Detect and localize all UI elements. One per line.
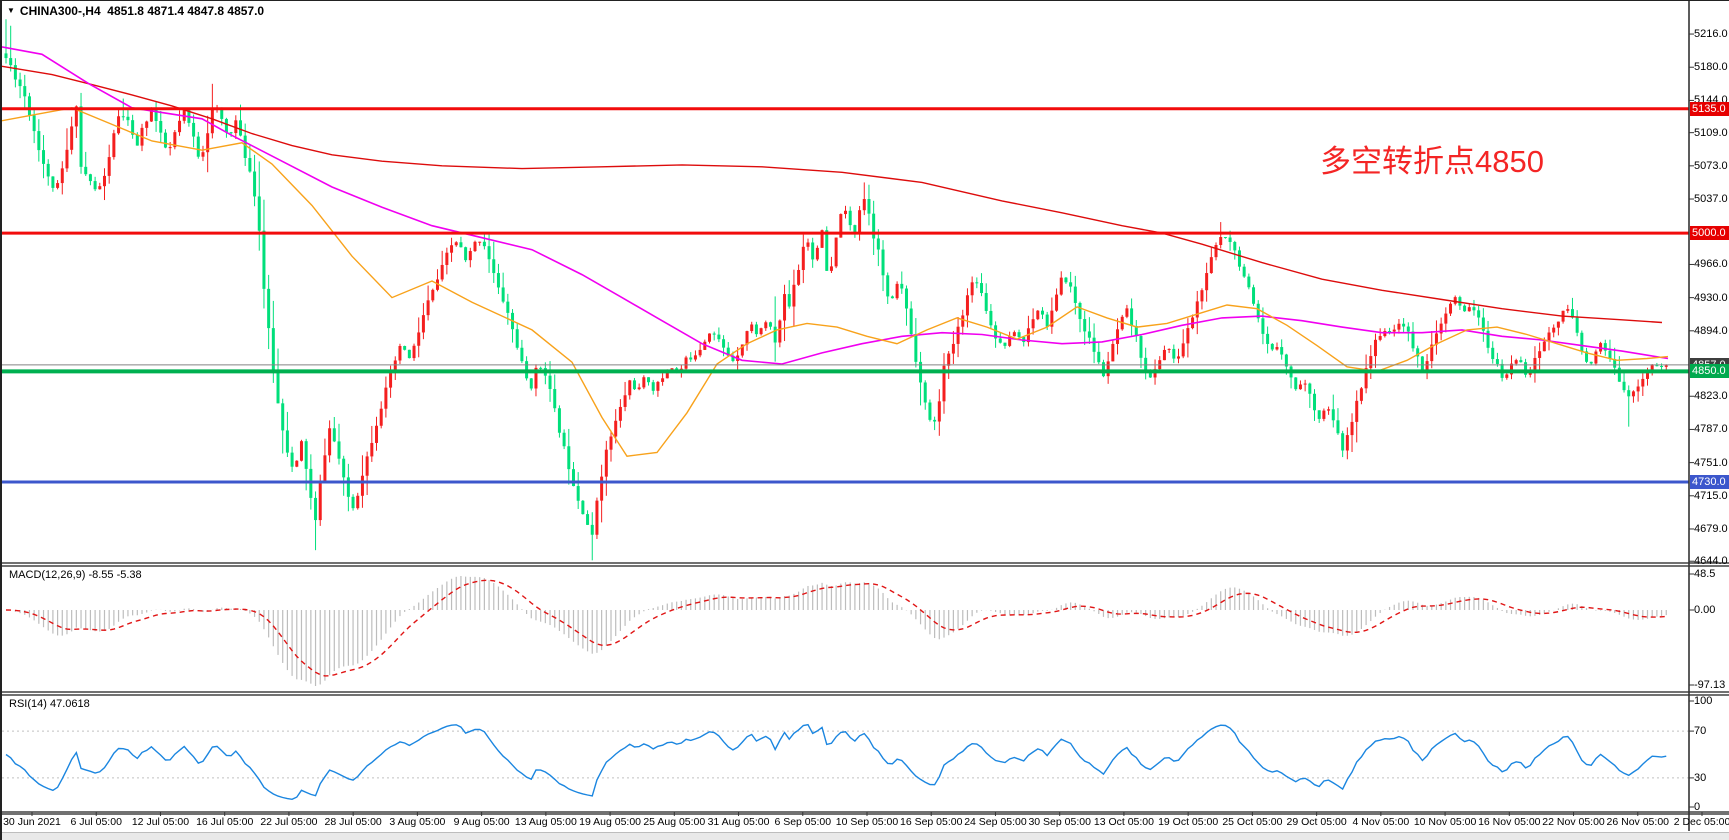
- price-tick-label: 4715.0: [1694, 489, 1728, 502]
- time-label: 24 Sep 05:00: [964, 816, 1027, 828]
- time-label: 30 Sep 05:00: [1028, 816, 1091, 828]
- price-tick-label: 4823.0: [1694, 390, 1728, 403]
- price-tick-label: 4787.0: [1694, 423, 1728, 436]
- time-label: 25 Aug 05:00: [643, 816, 706, 828]
- time-label: 26 Nov 05:00: [1606, 816, 1669, 828]
- price-tick-label: 5109.0: [1694, 126, 1728, 139]
- moving-averages: [2, 46, 1669, 457]
- symbol-dropdown-icon[interactable]: ▼: [7, 6, 15, 15]
- rsi-tick-label: 70: [1694, 725, 1707, 738]
- time-label: 16 Nov 05:00: [1478, 816, 1541, 828]
- time-label: 13 Oct 05:00: [1093, 816, 1154, 828]
- rsi-tick-label: 30: [1694, 771, 1707, 784]
- rsi-tick-label: 0: [1694, 801, 1701, 813]
- macd-tick-label: 48.5: [1694, 568, 1716, 580]
- time-label: 4 Nov 05:00: [1352, 816, 1410, 828]
- price-tick-label: 4644.0: [1694, 555, 1728, 568]
- price-tick-label: 4751.0: [1694, 456, 1728, 469]
- symbol-header: ▼ CHINA300-,H4 4851.8 4871.4 4847.8 4857.…: [7, 4, 264, 18]
- time-label: 6 Sep 05:00: [774, 816, 832, 828]
- time-label: 31 Aug 05:00: [707, 816, 770, 828]
- time-label: 10 Sep 05:00: [835, 816, 899, 828]
- price-tick-label: 4930.0: [1694, 291, 1728, 304]
- rsi-indicator-label: RSI(14) 47.0618: [9, 698, 90, 710]
- macd-tick-label: 0.00: [1694, 604, 1716, 616]
- rsi-pane: [2, 723, 1689, 801]
- price-tick-label: 5037.0: [1694, 193, 1728, 206]
- price-tick-label: 4679.0: [1694, 522, 1728, 535]
- price-tick-label: 4966.0: [1694, 258, 1728, 271]
- price-tick-label: 5073.0: [1694, 159, 1728, 172]
- candlesticks: [4, 19, 1668, 561]
- time-label: 6 Jul 05:00: [70, 816, 122, 828]
- hline-price-label: 5000.0: [1690, 226, 1729, 241]
- time-label: 16 Sep 05:00: [899, 816, 963, 828]
- annotation-text[interactable]: 多空转折点4850: [1320, 144, 1544, 179]
- time-label: 10 Nov 05:00: [1413, 816, 1477, 828]
- macd-indicator-label: MACD(12,26,9) -8.55 -5.38: [9, 569, 142, 581]
- price-tick-label: 5180.0: [1694, 61, 1728, 74]
- rsi-tick-label: 100: [1694, 695, 1713, 707]
- time-label: 2 Dec 05:00: [1673, 816, 1729, 828]
- macd-tick-label: -97.13: [1694, 679, 1726, 691]
- symbol-ohlc-text: CHINA300-,H4 4851.8 4871.4 4847.8 4857.0: [19, 4, 265, 18]
- macd-pane: [5, 576, 1667, 686]
- time-label: 22 Nov 05:00: [1542, 816, 1605, 828]
- horizontal-object-lines[interactable]: [2, 107, 1689, 484]
- time-label: 19 Oct 05:00: [1158, 816, 1219, 828]
- time-label: 9 Aug 05:00: [453, 816, 510, 828]
- hline-price-label: 5135.0: [1690, 101, 1729, 116]
- hline-price-label: 4850.0: [1690, 364, 1729, 379]
- time-label: 19 Aug 05:00: [579, 816, 642, 828]
- time-label: 13 Aug 05:00: [514, 816, 577, 828]
- time-label: 16 Jul 05:00: [196, 816, 254, 828]
- window-bottom-strip: [2, 832, 1729, 840]
- price-tick-label: 4894.0: [1694, 324, 1728, 337]
- time-label: 30 Jun 2021: [3, 816, 61, 828]
- time-label: 22 Jul 05:00: [260, 816, 318, 828]
- price-tick-label: 5216.0: [1694, 28, 1728, 41]
- hline-price-label: 4730.0: [1690, 474, 1729, 489]
- time-label: 25 Oct 05:00: [1222, 816, 1283, 828]
- time-label: 28 Jul 05:00: [324, 816, 382, 828]
- time-label: 29 Oct 05:00: [1286, 816, 1347, 828]
- time-label: 12 Jul 05:00: [131, 816, 190, 828]
- time-label: 3 Aug 05:00: [389, 816, 446, 828]
